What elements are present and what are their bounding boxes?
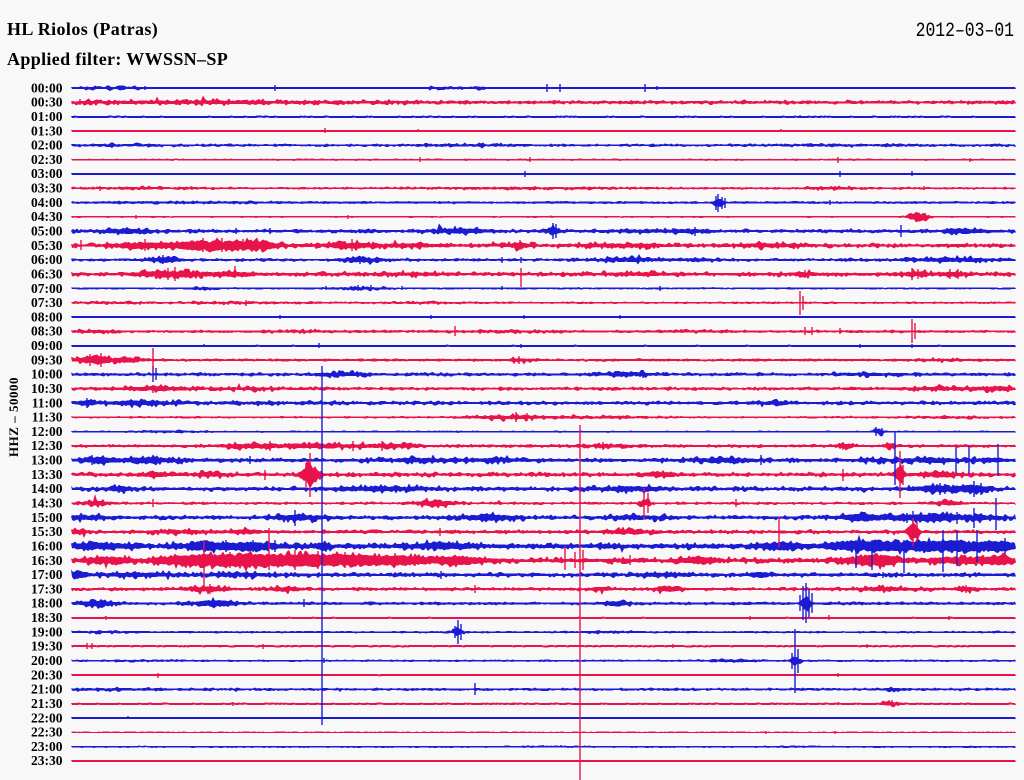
svg-text:13:00: 13:00 xyxy=(31,453,63,468)
svg-text:07:30: 07:30 xyxy=(31,295,63,310)
svg-text:23:30: 23:30 xyxy=(31,753,63,768)
svg-text:2012–03–01: 2012–03–01 xyxy=(916,21,1014,43)
svg-text:09:00: 09:00 xyxy=(31,338,63,353)
svg-text:02:30: 02:30 xyxy=(31,152,63,167)
svg-text:19:30: 19:30 xyxy=(31,639,63,654)
svg-text:22:00: 22:00 xyxy=(31,710,63,725)
svg-text:16:30: 16:30 xyxy=(31,553,63,568)
svg-text:00:00: 00:00 xyxy=(31,80,63,95)
svg-text:02:00: 02:00 xyxy=(31,138,63,153)
svg-text:22:30: 22:30 xyxy=(31,725,63,740)
svg-text:23:00: 23:00 xyxy=(31,739,63,754)
svg-text:12:00: 12:00 xyxy=(31,424,63,439)
svg-text:07:00: 07:00 xyxy=(31,281,63,296)
svg-text:08:00: 08:00 xyxy=(31,309,63,324)
svg-text:06:00: 06:00 xyxy=(31,252,63,267)
svg-text:17:00: 17:00 xyxy=(31,567,63,582)
svg-text:08:30: 08:30 xyxy=(31,324,63,339)
svg-text:14:00: 14:00 xyxy=(31,481,63,496)
svg-text:15:00: 15:00 xyxy=(31,510,63,525)
svg-text:00:30: 00:30 xyxy=(31,95,63,110)
svg-text:Applied filter: WWSSN–SP: Applied filter: WWSSN–SP xyxy=(7,49,228,69)
svg-text:14:30: 14:30 xyxy=(31,496,63,511)
svg-text:05:30: 05:30 xyxy=(31,238,63,253)
svg-text:21:00: 21:00 xyxy=(31,682,63,697)
svg-text:17:30: 17:30 xyxy=(31,581,63,596)
svg-text:03:00: 03:00 xyxy=(31,166,63,181)
svg-text:06:30: 06:30 xyxy=(31,266,63,281)
svg-text:HHZ – 50000: HHZ – 50000 xyxy=(6,377,21,457)
svg-text:01:30: 01:30 xyxy=(31,123,63,138)
svg-text:04:00: 04:00 xyxy=(31,195,63,210)
svg-text:20:30: 20:30 xyxy=(31,667,63,682)
svg-text:19:00: 19:00 xyxy=(31,624,63,639)
svg-text:18:30: 18:30 xyxy=(31,610,63,625)
svg-text:20:00: 20:00 xyxy=(31,653,63,668)
svg-text:01:00: 01:00 xyxy=(31,109,63,124)
svg-text:16:00: 16:00 xyxy=(31,539,63,554)
svg-text:11:00: 11:00 xyxy=(32,395,63,410)
svg-text:21:30: 21:30 xyxy=(31,696,63,711)
svg-text:04:30: 04:30 xyxy=(31,209,63,224)
svg-text:03:30: 03:30 xyxy=(31,181,63,196)
svg-text:13:30: 13:30 xyxy=(31,467,63,482)
svg-text:12:30: 12:30 xyxy=(31,438,63,453)
svg-text:15:30: 15:30 xyxy=(31,524,63,539)
svg-text:05:00: 05:00 xyxy=(31,224,63,239)
svg-text:11:30: 11:30 xyxy=(32,410,63,425)
svg-text:10:00: 10:00 xyxy=(31,367,63,382)
svg-text:18:00: 18:00 xyxy=(31,596,63,611)
svg-text:09:30: 09:30 xyxy=(31,352,63,367)
svg-text:10:30: 10:30 xyxy=(31,381,63,396)
svg-text:HL Riolos (Patras): HL Riolos (Patras) xyxy=(7,19,158,40)
